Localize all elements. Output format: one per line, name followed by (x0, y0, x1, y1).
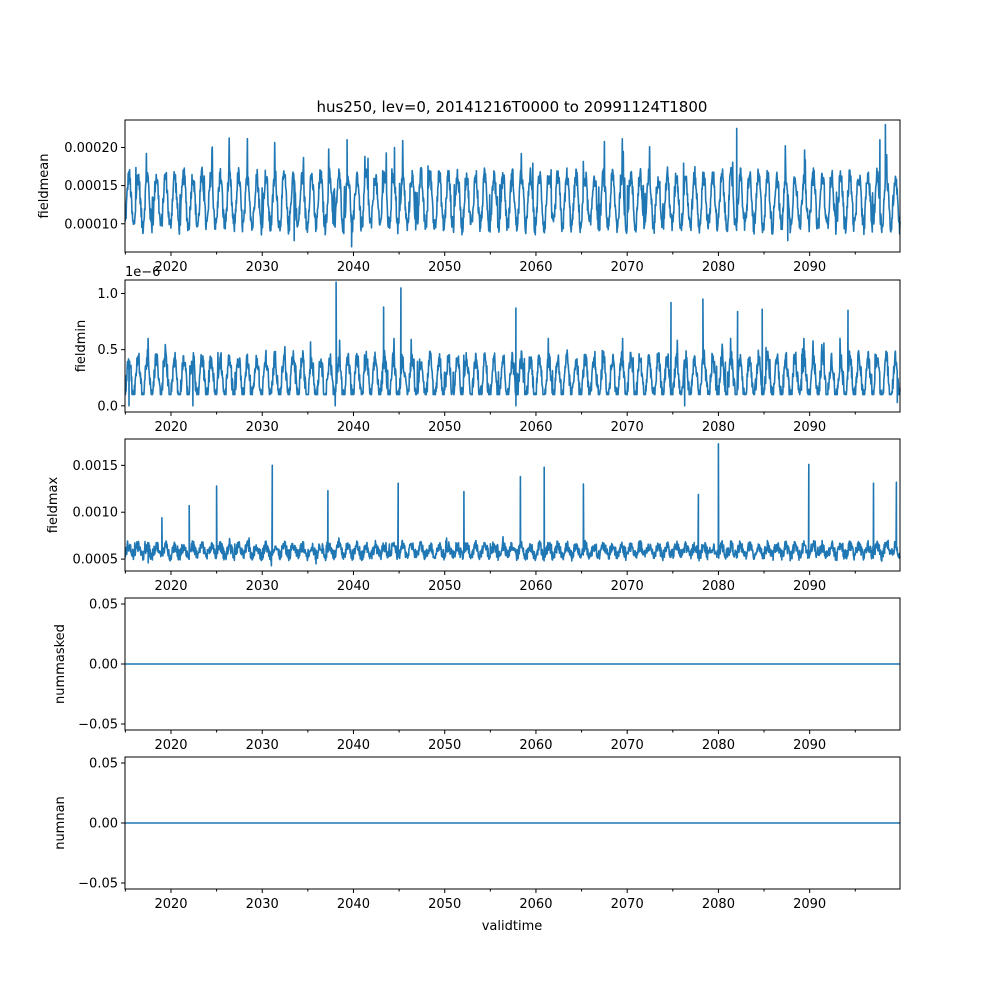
y-tick-label: 0.05 (89, 598, 118, 613)
x-tick-label: 2090 (793, 579, 826, 594)
x-tick-label: 2020 (154, 897, 187, 912)
x-tick-label: 2020 (154, 579, 187, 594)
x-tick-label: 2040 (337, 420, 370, 435)
panel-fieldmean: 2020 2030 2040 2050 2060 2070 2080 2090 0.00010 0… (37, 119, 901, 275)
x-tick-label: 2020 (154, 420, 187, 435)
x-tick-label: 2090 (793, 897, 826, 912)
x-tick-label: 2060 (519, 260, 552, 275)
y-tick-label: 0.5 (97, 343, 118, 358)
x-tick-label: 2080 (702, 420, 735, 435)
x-tick-label: 2050 (428, 579, 461, 594)
x-tick-label: 2090 (793, 260, 826, 275)
x-tick-label: 2080 (702, 738, 735, 753)
y-axis-label-numnan: numnan (53, 796, 68, 850)
y-tick-label: 0.0015 (73, 459, 119, 474)
panel-fieldmin: 2020 2030 2040 2050 2060 2070 2080 2090 0.0 0.5 1.… (74, 265, 901, 435)
y-tick-label: 0.00015 (64, 179, 118, 194)
x-tick-label: 2060 (519, 738, 552, 753)
x-tick-label: 2040 (337, 738, 370, 753)
x-tick-label: 2070 (611, 420, 644, 435)
series-line-fieldmean (124, 123, 901, 248)
y-tick-label: 0.0 (97, 399, 118, 414)
y-tick-label: 0.0010 (73, 506, 119, 521)
y-offset-label: 1e−6 (125, 265, 160, 280)
plot-frame-fieldmax (124, 438, 901, 572)
x-tick-label: 2050 (428, 420, 461, 435)
x-tick-label: 2040 (337, 260, 370, 275)
x-tick-label: 2030 (246, 260, 279, 275)
x-tick-label: 2040 (337, 897, 370, 912)
x-tick-label: 2080 (702, 897, 735, 912)
plot-frame-fieldmin (124, 279, 901, 413)
x-tick-label: 2050 (428, 260, 461, 275)
x-tick-label: 2050 (428, 738, 461, 753)
y-axis-label-nummasked: nummasked (53, 624, 68, 704)
subplot-panels: 2020 2030 2040 2050 2060 2070 2080 2090 0.00010 0… (37, 119, 901, 912)
x-tick-label: 2040 (337, 579, 370, 594)
y-tick-label: 0.0005 (73, 553, 119, 568)
y-tick-label: 0.00 (89, 817, 118, 832)
series-line-fieldmax (124, 443, 901, 567)
x-tick-label: 2030 (246, 738, 279, 753)
panel-fieldmax: 2020 2030 2040 2050 2060 2070 2080 2090 0.0005 0.… (46, 438, 901, 594)
x-tick-label: 2050 (428, 897, 461, 912)
panel-numnan: 2020 2030 2040 2050 2060 2070 2080 2090 −0.05 0.0… (53, 756, 901, 912)
x-tick-label: 2060 (519, 579, 552, 594)
x-tick-label: 2030 (246, 897, 279, 912)
x-tick-label: 2020 (154, 260, 187, 275)
y-tick-label: 1.0 (97, 287, 118, 302)
x-tick-label: 2020 (154, 738, 187, 753)
x-tick-label: 2030 (246, 579, 279, 594)
y-tick-label: −0.05 (78, 718, 118, 733)
y-axis-label-fieldmean: fieldmean (37, 154, 52, 219)
x-tick-label: 2060 (519, 420, 552, 435)
y-tick-label: 0.05 (89, 757, 118, 772)
x-tick-label: 2070 (611, 579, 644, 594)
x-tick-label: 2080 (702, 260, 735, 275)
x-tick-label: 2080 (702, 579, 735, 594)
x-tick-label: 2030 (246, 420, 279, 435)
x-tick-label: 2070 (611, 738, 644, 753)
x-axis-label: validtime (482, 919, 543, 934)
panel-nummasked: 2020 2030 2040 2050 2060 2070 2080 2090 −0.05 0.0… (53, 597, 901, 753)
y-tick-label: 0.00 (89, 658, 118, 673)
figure-title: hus250, lev=0, 20141216T0000 to 20991124… (317, 98, 708, 116)
x-tick-label: 2070 (611, 897, 644, 912)
y-tick-label: 0.00010 (64, 217, 118, 232)
series-line-fieldmin (124, 281, 901, 407)
y-axis-label-fieldmin: fieldmin (74, 320, 89, 373)
y-tick-label: −0.05 (78, 877, 118, 892)
x-tick-label: 2090 (793, 420, 826, 435)
x-tick-label: 2090 (793, 738, 826, 753)
x-tick-label: 2070 (611, 260, 644, 275)
y-tick-label: 0.00020 (64, 141, 118, 156)
x-tick-label: 2060 (519, 897, 552, 912)
y-axis-label-fieldmax: fieldmax (46, 477, 61, 534)
